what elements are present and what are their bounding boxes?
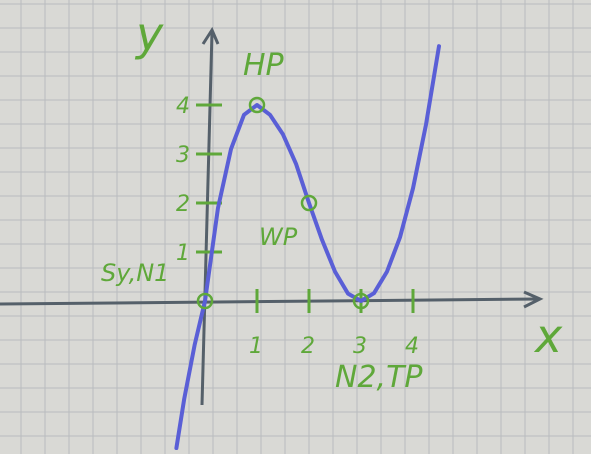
point-marker	[300, 194, 318, 212]
y-axis-label: y	[134, 7, 164, 61]
marked-points: HP WP Sy,N1 N2,TP	[101, 48, 423, 395]
x-tick-label: 2	[301, 334, 315, 359]
y-axis	[200, 31, 214, 406]
point-label: Sy,N1	[101, 259, 169, 287]
y-tick-label: 3	[176, 143, 190, 168]
y-tick-label: 4	[176, 94, 190, 119]
point-marker	[196, 292, 214, 310]
x-axis	[0, 297, 541, 306]
point-marker	[352, 292, 370, 310]
y-tick-label: 1	[176, 241, 190, 266]
axes	[0, 26, 544, 406]
x-axis-label: x	[533, 309, 563, 363]
point-label: N2,TP	[335, 360, 423, 395]
point-label: HP	[243, 48, 285, 83]
x-tick-label: 4	[405, 334, 419, 359]
x-axis-arrow	[523, 290, 544, 309]
x-tick-label: 1	[249, 334, 263, 359]
x-tick-label: 3	[353, 334, 367, 359]
function-curve	[174, 44, 441, 450]
axis-ticks: 1 2 3 4 1 2 3 4	[176, 94, 419, 359]
y-tick-label: 2	[176, 192, 190, 217]
y-axis-arrow	[201, 26, 220, 45]
point-label: WP	[259, 223, 298, 251]
point-marker	[248, 96, 266, 114]
